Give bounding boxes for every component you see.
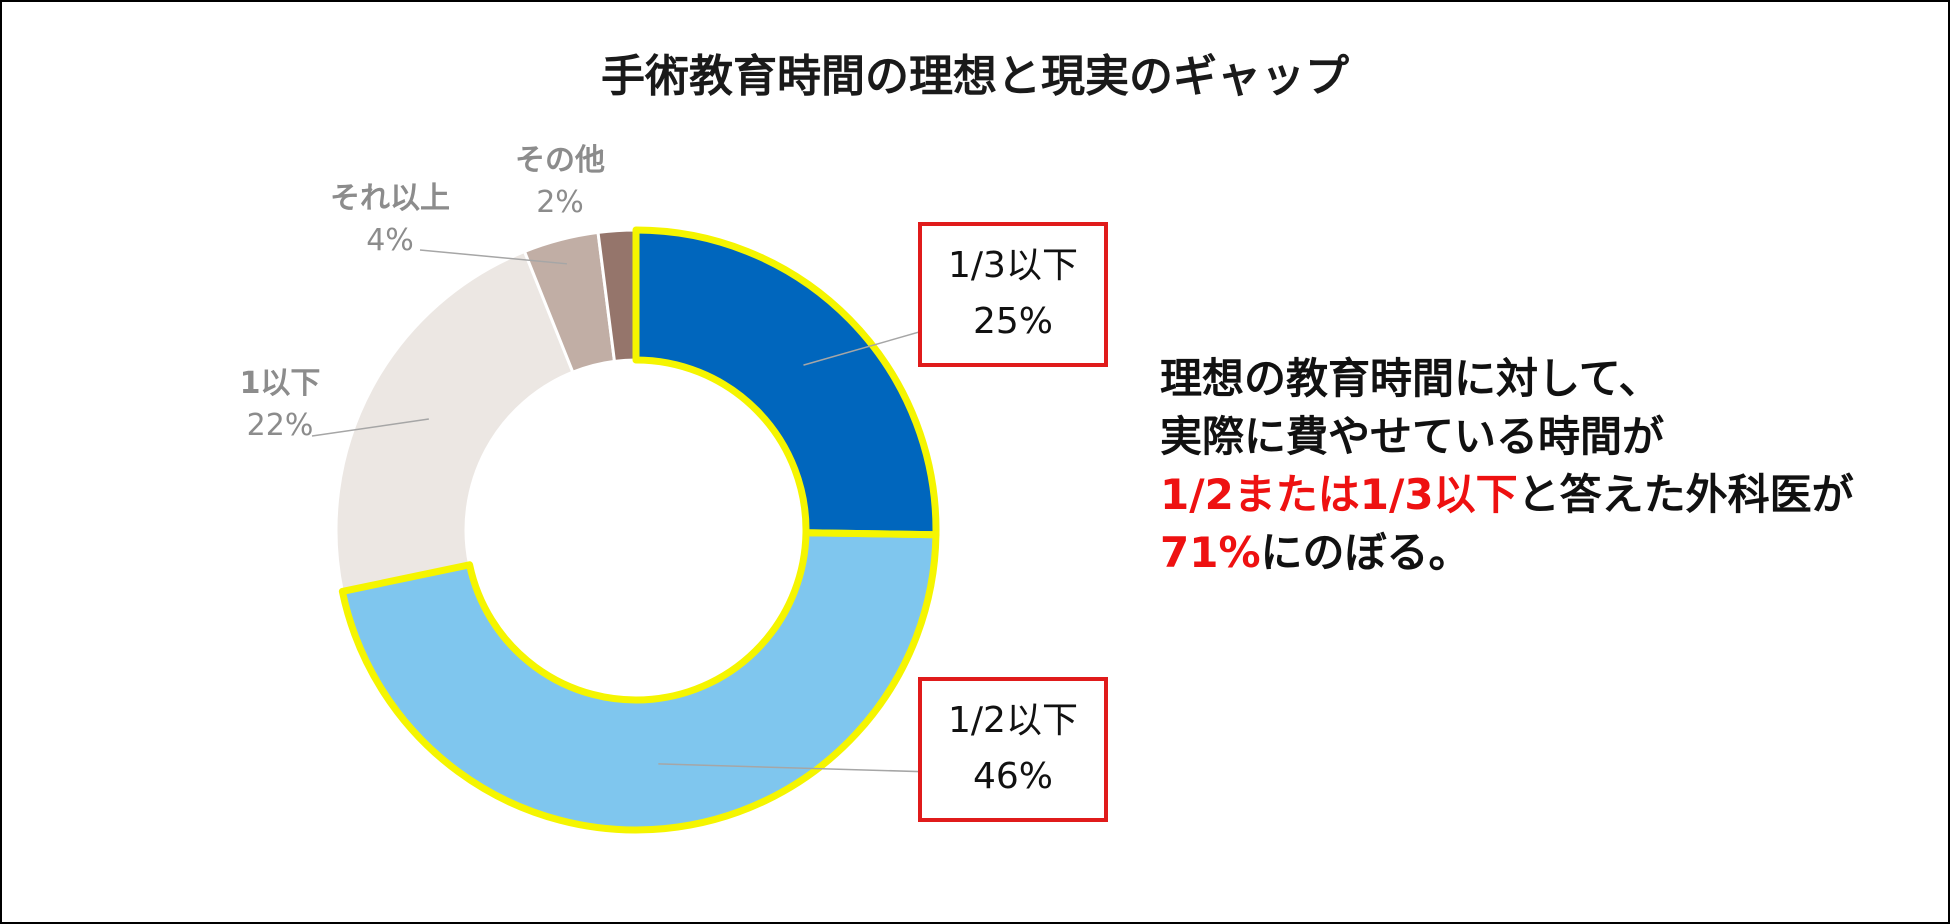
slice-label-one-third: 1/3以下 25%: [918, 222, 1108, 367]
highlight-outline: [632, 226, 940, 539]
slice-label-value: 2%: [536, 185, 584, 220]
callout-line-1: 理想の教育時間に対して、: [1160, 354, 1661, 403]
chart-title: 手術教育時間の理想と現実のギャップ: [601, 51, 1349, 102]
slice-label-more: それ以上 4%: [305, 178, 475, 262]
slice-label-value: 46%: [972, 756, 1053, 797]
callout-line-3: 1/2または1/3以下と答えた外科医が: [1160, 466, 1854, 524]
highlight-outline: [338, 529, 940, 834]
callout-line-3-rest: と答えた外科医が: [1517, 470, 1854, 519]
callout-line-4-rest: にのぼる。: [1260, 528, 1471, 577]
slice-label-value: 22%: [246, 408, 314, 443]
slice-one-third: [634, 228, 938, 537]
callout-highlight-percent: 71%: [1160, 528, 1261, 577]
leader-lines: [311, 249, 969, 774]
slice-one: [334, 249, 575, 594]
leader-line: [419, 249, 568, 265]
callout-line-2: 実際に費やせている時間が: [1160, 412, 1665, 461]
slice-label-one: 1以下 22%: [210, 363, 350, 447]
leader-line: [311, 418, 429, 437]
slice-label-value: 25%: [972, 301, 1053, 342]
callout-highlight-ratio: 1/2または1/3以下: [1160, 470, 1518, 519]
leader-line: [658, 763, 969, 774]
callout-text: 理想の教育時間に対して、 実際に費やせている時間が 1/2または1/3以下と答え…: [1160, 350, 1854, 582]
slice-label-name: それ以上: [330, 181, 450, 216]
slice-label-name: 1/3以下: [948, 245, 1078, 286]
slice-one-half: [340, 531, 938, 832]
slice-label-name: 1/2以下: [948, 700, 1078, 741]
donut-slices: [334, 226, 940, 834]
slice-label-name: 1以下: [239, 366, 321, 401]
callout-line-4: 71%にのぼる。: [1160, 524, 1854, 582]
slice-label-other: その他 2%: [490, 140, 630, 224]
slice-label-name: その他: [515, 143, 605, 178]
slice-label-one-half: 1/2以下 46%: [918, 677, 1108, 822]
slice-label-value: 4%: [366, 223, 414, 258]
